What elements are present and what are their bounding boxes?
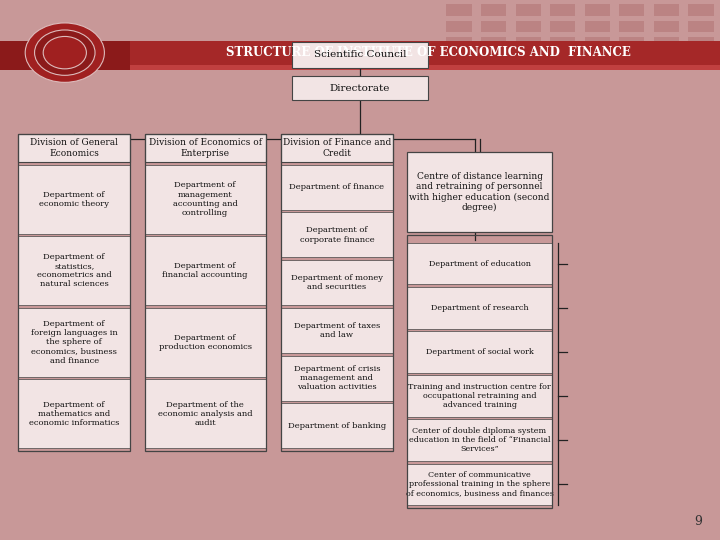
FancyBboxPatch shape: [18, 379, 130, 448]
FancyBboxPatch shape: [516, 37, 541, 49]
FancyBboxPatch shape: [407, 375, 552, 417]
FancyBboxPatch shape: [550, 4, 575, 16]
FancyBboxPatch shape: [446, 21, 472, 32]
FancyBboxPatch shape: [585, 37, 610, 49]
FancyBboxPatch shape: [18, 134, 130, 162]
FancyBboxPatch shape: [446, 37, 472, 49]
FancyBboxPatch shape: [446, 4, 472, 16]
FancyBboxPatch shape: [654, 21, 679, 32]
Text: Department of finance: Department of finance: [289, 183, 384, 191]
FancyBboxPatch shape: [688, 37, 714, 49]
Text: Directorate: Directorate: [330, 84, 390, 92]
Text: Department of
corporate finance: Department of corporate finance: [300, 226, 374, 244]
FancyBboxPatch shape: [516, 4, 541, 16]
Text: Department of
foreign languages in
the sphere of
economics, business
and finance: Department of foreign languages in the s…: [31, 320, 117, 365]
FancyBboxPatch shape: [407, 420, 552, 461]
FancyBboxPatch shape: [282, 403, 393, 448]
FancyBboxPatch shape: [145, 134, 266, 162]
Text: STRUCTURE OF INSTITUTE OF ECONOMICS AND  FINANCE: STRUCTURE OF INSTITUTE OF ECONOMICS AND …: [226, 46, 631, 59]
Text: Department of taxes
and law: Department of taxes and law: [294, 322, 380, 339]
Circle shape: [35, 30, 95, 75]
FancyBboxPatch shape: [550, 53, 575, 65]
FancyBboxPatch shape: [292, 76, 428, 100]
Text: Department of
production economics: Department of production economics: [158, 334, 252, 351]
FancyBboxPatch shape: [516, 21, 541, 32]
Text: Department of
economic theory: Department of economic theory: [39, 191, 109, 208]
FancyBboxPatch shape: [292, 42, 428, 68]
FancyBboxPatch shape: [282, 260, 393, 305]
FancyBboxPatch shape: [619, 37, 644, 49]
FancyBboxPatch shape: [688, 53, 714, 65]
Circle shape: [25, 23, 104, 82]
FancyBboxPatch shape: [145, 237, 266, 305]
FancyBboxPatch shape: [654, 4, 679, 16]
FancyBboxPatch shape: [446, 53, 472, 65]
Text: Centre of distance learning
and retraining of personnel
with higher education (s: Centre of distance learning and retraini…: [410, 172, 549, 213]
FancyBboxPatch shape: [550, 37, 575, 49]
Text: Center of communicative
professional training in the sphere
of economics, busine: Center of communicative professional tra…: [405, 471, 554, 497]
FancyBboxPatch shape: [407, 463, 552, 505]
FancyBboxPatch shape: [145, 379, 266, 448]
FancyBboxPatch shape: [282, 355, 393, 401]
FancyBboxPatch shape: [481, 21, 506, 32]
Circle shape: [43, 36, 86, 69]
FancyBboxPatch shape: [585, 53, 610, 65]
Text: Division of Economics of
Enterprise: Division of Economics of Enterprise: [149, 138, 261, 158]
FancyBboxPatch shape: [688, 21, 714, 32]
FancyBboxPatch shape: [18, 308, 130, 377]
Text: Center of double diploma system
education in the field of “Financial
Services”: Center of double diploma system educatio…: [409, 427, 550, 453]
FancyBboxPatch shape: [619, 21, 644, 32]
FancyBboxPatch shape: [282, 212, 393, 258]
Text: Scientific Council: Scientific Council: [314, 50, 406, 59]
FancyBboxPatch shape: [619, 53, 644, 65]
FancyBboxPatch shape: [481, 4, 506, 16]
FancyBboxPatch shape: [585, 4, 610, 16]
FancyBboxPatch shape: [282, 165, 393, 210]
FancyBboxPatch shape: [550, 21, 575, 32]
Text: Department of research: Department of research: [431, 304, 528, 312]
FancyBboxPatch shape: [407, 152, 552, 232]
Text: Department of
financial accounting: Department of financial accounting: [163, 262, 248, 279]
Text: Department of social work: Department of social work: [426, 348, 534, 356]
Text: Department of education: Department of education: [428, 260, 531, 268]
FancyBboxPatch shape: [145, 165, 266, 233]
FancyBboxPatch shape: [688, 4, 714, 16]
Text: Department of
mathematics and
economic informatics: Department of mathematics and economic i…: [29, 401, 120, 427]
FancyBboxPatch shape: [619, 4, 644, 16]
FancyBboxPatch shape: [0, 40, 130, 70]
Text: Division of General
Economics: Division of General Economics: [30, 138, 118, 158]
FancyBboxPatch shape: [145, 308, 266, 377]
Text: Training and instruction centre for
occupational retraining and
advanced trainin: Training and instruction centre for occu…: [408, 383, 551, 409]
Text: 9: 9: [694, 515, 702, 528]
Text: Department of banking: Department of banking: [288, 422, 386, 430]
Text: Division of Finance and
Credit: Division of Finance and Credit: [283, 138, 391, 158]
FancyBboxPatch shape: [18, 165, 130, 233]
FancyBboxPatch shape: [654, 37, 679, 49]
Text: Department of crisis
management and
valuation activities: Department of crisis management and valu…: [294, 365, 380, 391]
FancyBboxPatch shape: [654, 53, 679, 65]
FancyBboxPatch shape: [282, 308, 393, 353]
FancyBboxPatch shape: [407, 287, 552, 328]
FancyBboxPatch shape: [516, 53, 541, 65]
Text: Department of the
economic analysis and
audit: Department of the economic analysis and …: [158, 401, 253, 427]
FancyBboxPatch shape: [18, 237, 130, 305]
FancyBboxPatch shape: [282, 134, 393, 162]
FancyBboxPatch shape: [585, 21, 610, 32]
Text: Department of money
and securities: Department of money and securities: [291, 274, 383, 291]
Text: Department of
management
accounting and
controlling: Department of management accounting and …: [173, 181, 238, 217]
FancyBboxPatch shape: [130, 65, 720, 70]
FancyBboxPatch shape: [407, 243, 552, 285]
FancyBboxPatch shape: [407, 331, 552, 373]
FancyBboxPatch shape: [481, 37, 506, 49]
FancyBboxPatch shape: [130, 40, 720, 65]
FancyBboxPatch shape: [481, 53, 506, 65]
Text: Department of
statistics,
econometrics and
natural sciences: Department of statistics, econometrics a…: [37, 253, 112, 288]
